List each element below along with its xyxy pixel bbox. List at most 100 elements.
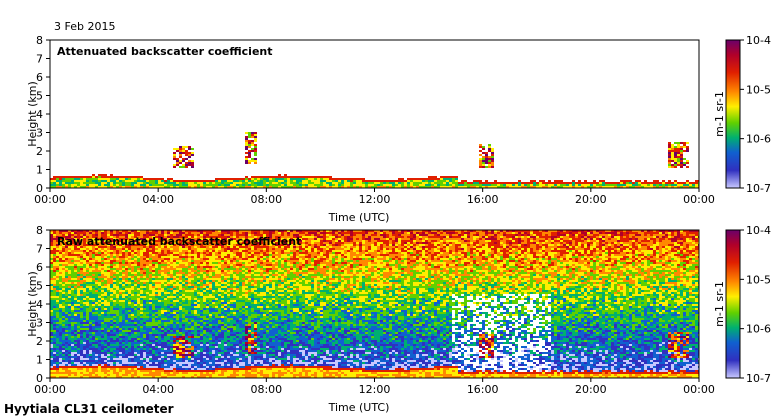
heatmap-cell [98, 180, 101, 182]
heatmap-cell [152, 302, 155, 304]
heatmap-cell [110, 270, 113, 272]
heatmap-cell [65, 238, 68, 240]
heatmap-cell [266, 186, 269, 188]
heatmap-cell [92, 362, 95, 364]
heatmap-cell [98, 266, 101, 268]
heatmap-cell [338, 178, 341, 180]
heatmap-cell [50, 332, 53, 334]
heatmap-cell [71, 252, 74, 254]
heatmap-cell [176, 322, 179, 324]
heatmap-cell [170, 294, 173, 296]
heatmap-cell [137, 244, 140, 246]
heatmap-cell [146, 374, 149, 376]
heatmap-cell [155, 242, 158, 244]
heatmap-cell [167, 336, 170, 338]
heatmap-cell [134, 374, 137, 376]
heatmap-cell [158, 262, 161, 264]
heatmap-cell [188, 250, 191, 252]
heatmap-cell [122, 288, 125, 290]
heatmap-cell [161, 256, 164, 258]
heatmap-cell [386, 186, 389, 188]
heatmap-cell [134, 294, 137, 296]
heatmap-cell [617, 186, 620, 188]
heatmap-cell [434, 182, 437, 184]
heatmap-cell [134, 238, 137, 240]
heatmap-cell [155, 256, 158, 258]
heatmap-cell [146, 350, 149, 352]
heatmap-cell [287, 180, 290, 182]
heatmap-cell [149, 306, 152, 308]
heatmap-cell [92, 174, 95, 176]
heatmap-cell [143, 370, 146, 372]
heatmap-cell [197, 360, 200, 362]
heatmap-cell [446, 184, 449, 186]
heatmap-cell [131, 238, 134, 240]
heatmap-cell [104, 238, 107, 240]
heatmap-cell [74, 186, 77, 188]
heatmap-cell [524, 186, 527, 188]
heatmap-cell [110, 338, 113, 340]
heatmap-cell [104, 290, 107, 292]
heatmap-cell [95, 324, 98, 326]
heatmap-cell [170, 308, 173, 310]
heatmap-cell [155, 366, 158, 368]
heatmap-cell [62, 358, 65, 360]
heatmap-cell [269, 180, 272, 182]
heatmap-cell [71, 240, 74, 242]
heatmap-cell [119, 242, 122, 244]
heatmap-cell [86, 372, 89, 374]
heatmap-cell [77, 244, 80, 246]
heatmap-cell [119, 240, 122, 242]
heatmap-cell [116, 248, 119, 250]
heatmap-cell [98, 364, 101, 366]
heatmap-cell [479, 166, 482, 168]
heatmap-cell [98, 316, 101, 318]
heatmap-cell [119, 376, 122, 378]
heatmap-cell [59, 364, 62, 366]
heatmap-cell [251, 160, 254, 162]
heatmap-cell [152, 376, 155, 378]
heatmap-cell [194, 244, 197, 246]
heatmap-cell [179, 234, 182, 236]
heatmap-cell [125, 176, 128, 178]
heatmap-cell [101, 280, 104, 282]
heatmap-cell [161, 306, 164, 308]
heatmap-cell [137, 360, 140, 362]
heatmap-cell [104, 352, 107, 354]
heatmap-cell [446, 178, 449, 180]
heatmap-cell [167, 260, 170, 262]
heatmap-cell [65, 344, 68, 346]
heatmap-cell [164, 314, 167, 316]
heatmap-cell [683, 142, 686, 144]
heatmap-cell [74, 284, 77, 286]
heatmap-cell [113, 284, 116, 286]
heatmap-cell [143, 266, 146, 268]
heatmap-cell [89, 334, 92, 336]
heatmap-cell [125, 346, 128, 348]
heatmap-cell [59, 186, 62, 188]
heatmap-cell [176, 306, 179, 308]
heatmap-cell [194, 336, 197, 338]
heatmap-cell [176, 354, 179, 356]
heatmap-cell [188, 300, 191, 302]
heatmap-cell [185, 242, 188, 244]
heatmap-cell [497, 182, 500, 184]
heatmap-cell [176, 336, 179, 338]
heatmap-cell [191, 270, 194, 272]
heatmap-cell [86, 242, 89, 244]
heatmap-cell [65, 320, 68, 322]
heatmap-cell [155, 184, 158, 186]
heatmap-cell [134, 348, 137, 350]
heatmap-cell [101, 342, 104, 344]
heatmap-cell [101, 236, 104, 238]
heatmap-cell [65, 234, 68, 236]
heatmap-cell [491, 160, 494, 162]
heatmap-cell [191, 284, 194, 286]
heatmap-cell [533, 182, 536, 184]
heatmap-cell [71, 186, 74, 188]
heatmap-cell [62, 362, 65, 364]
heatmap-cell [137, 262, 140, 264]
heatmap-cell [248, 178, 251, 180]
heatmap-cell [59, 248, 62, 250]
heatmap-cell [179, 358, 182, 360]
